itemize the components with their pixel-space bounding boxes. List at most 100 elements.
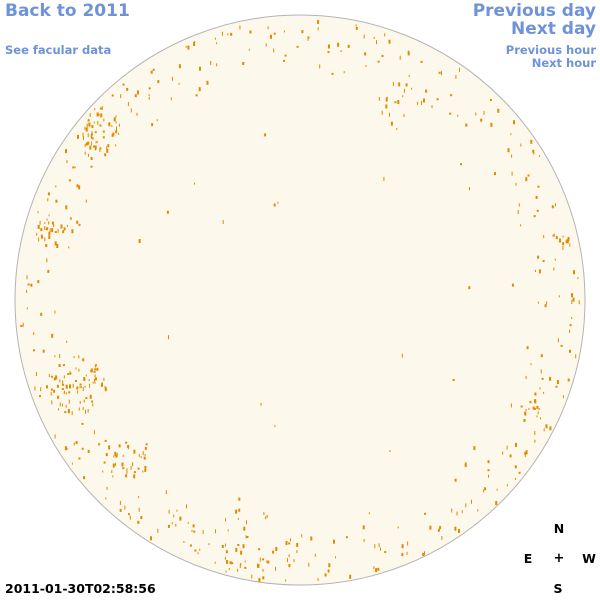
facula-point [450,94,453,97]
observation-timestamp: 2011-01-30T02:58:56 [5,581,156,596]
facula-point [178,82,180,85]
facula-point [560,344,563,347]
facula-point [488,474,489,478]
facula-point [506,484,508,487]
facula-point [144,453,146,456]
facula-point [243,526,246,531]
facula-point [374,544,376,549]
facula-point [66,224,68,227]
facula-point [328,563,331,568]
facula-point [317,578,319,582]
facula-point [543,235,545,238]
previous-day-link[interactable]: Previous day [472,1,596,21]
facula-point [54,241,57,246]
facula-point [93,145,95,148]
facula-point [51,228,54,233]
facula-point [343,71,345,74]
facula-point [118,444,121,448]
facula-point [101,106,103,110]
facula-point [46,218,48,221]
facula-point [406,551,408,555]
facula-point [518,203,520,207]
facula-point [480,118,483,122]
facula-point [67,373,70,375]
facula-point [40,234,43,239]
facula-point [549,376,552,381]
facula-point [183,541,185,543]
facula-point [101,382,103,386]
facula-point [53,224,55,227]
next-day-link[interactable]: Next day [511,19,596,39]
facula-point [99,107,102,110]
facula-point [56,244,59,248]
facula-point [67,409,70,414]
facula-point [127,102,129,106]
facula-point [543,391,545,394]
facula-point [92,137,94,140]
facula-point [34,386,36,391]
facula-point [37,280,40,284]
facula-point [533,407,536,410]
back-to-year-link[interactable]: Back to 2011 [5,1,130,21]
facula-point [424,551,425,556]
facula-point [534,431,536,435]
facula-point [78,368,80,372]
facula-point [91,133,93,136]
facula-point [60,224,63,229]
next-hour-link[interactable]: Next hour [531,56,596,70]
facula-point [84,151,86,155]
facula-point [105,453,108,457]
facula-point [95,377,97,381]
see-facular-data-link[interactable]: See facular data [5,43,112,57]
facula-point [511,154,513,158]
facula-point [185,45,187,48]
facula-point [525,412,527,416]
facula-point [126,470,128,474]
facula-point [48,235,51,239]
facula-point [553,267,555,271]
facula-point [76,220,79,224]
facula-point [449,112,452,115]
facula-point [235,547,238,552]
facula-point [301,30,304,34]
facula-point [402,95,404,98]
facula-point [249,30,252,34]
facula-point [429,525,432,530]
facula-point [75,441,78,445]
facula-point [228,568,230,570]
facula-point [534,392,537,396]
facula-point [273,32,276,35]
facula-point [20,325,23,327]
facula-point [577,277,579,280]
facula-point [37,211,39,214]
facula-point [176,509,178,512]
facula-point [227,33,229,36]
facula-point [89,383,91,388]
facula-point [38,237,40,242]
facula-point [578,300,580,305]
previous-hour-link[interactable]: Previous hour [505,43,596,57]
facula-point [487,469,490,472]
facula-point [562,395,564,399]
facula-point [40,312,43,316]
facula-point [527,174,530,177]
facula-point [283,59,286,62]
facula-point [484,487,487,491]
facula-point [138,239,141,243]
facula-point [63,375,65,379]
facula-point [97,120,99,125]
facula-point [265,516,267,520]
facula-point [72,166,75,169]
facula-point [26,307,28,310]
facula-point [74,166,76,169]
facula-point [475,112,477,116]
facula-point [76,390,78,394]
facula-point [27,283,30,286]
facula-point [210,61,212,65]
facula-point [113,455,115,458]
facula-point [454,526,457,531]
facula-point [106,486,108,490]
facula-point [273,48,275,53]
facula-point [57,228,59,233]
